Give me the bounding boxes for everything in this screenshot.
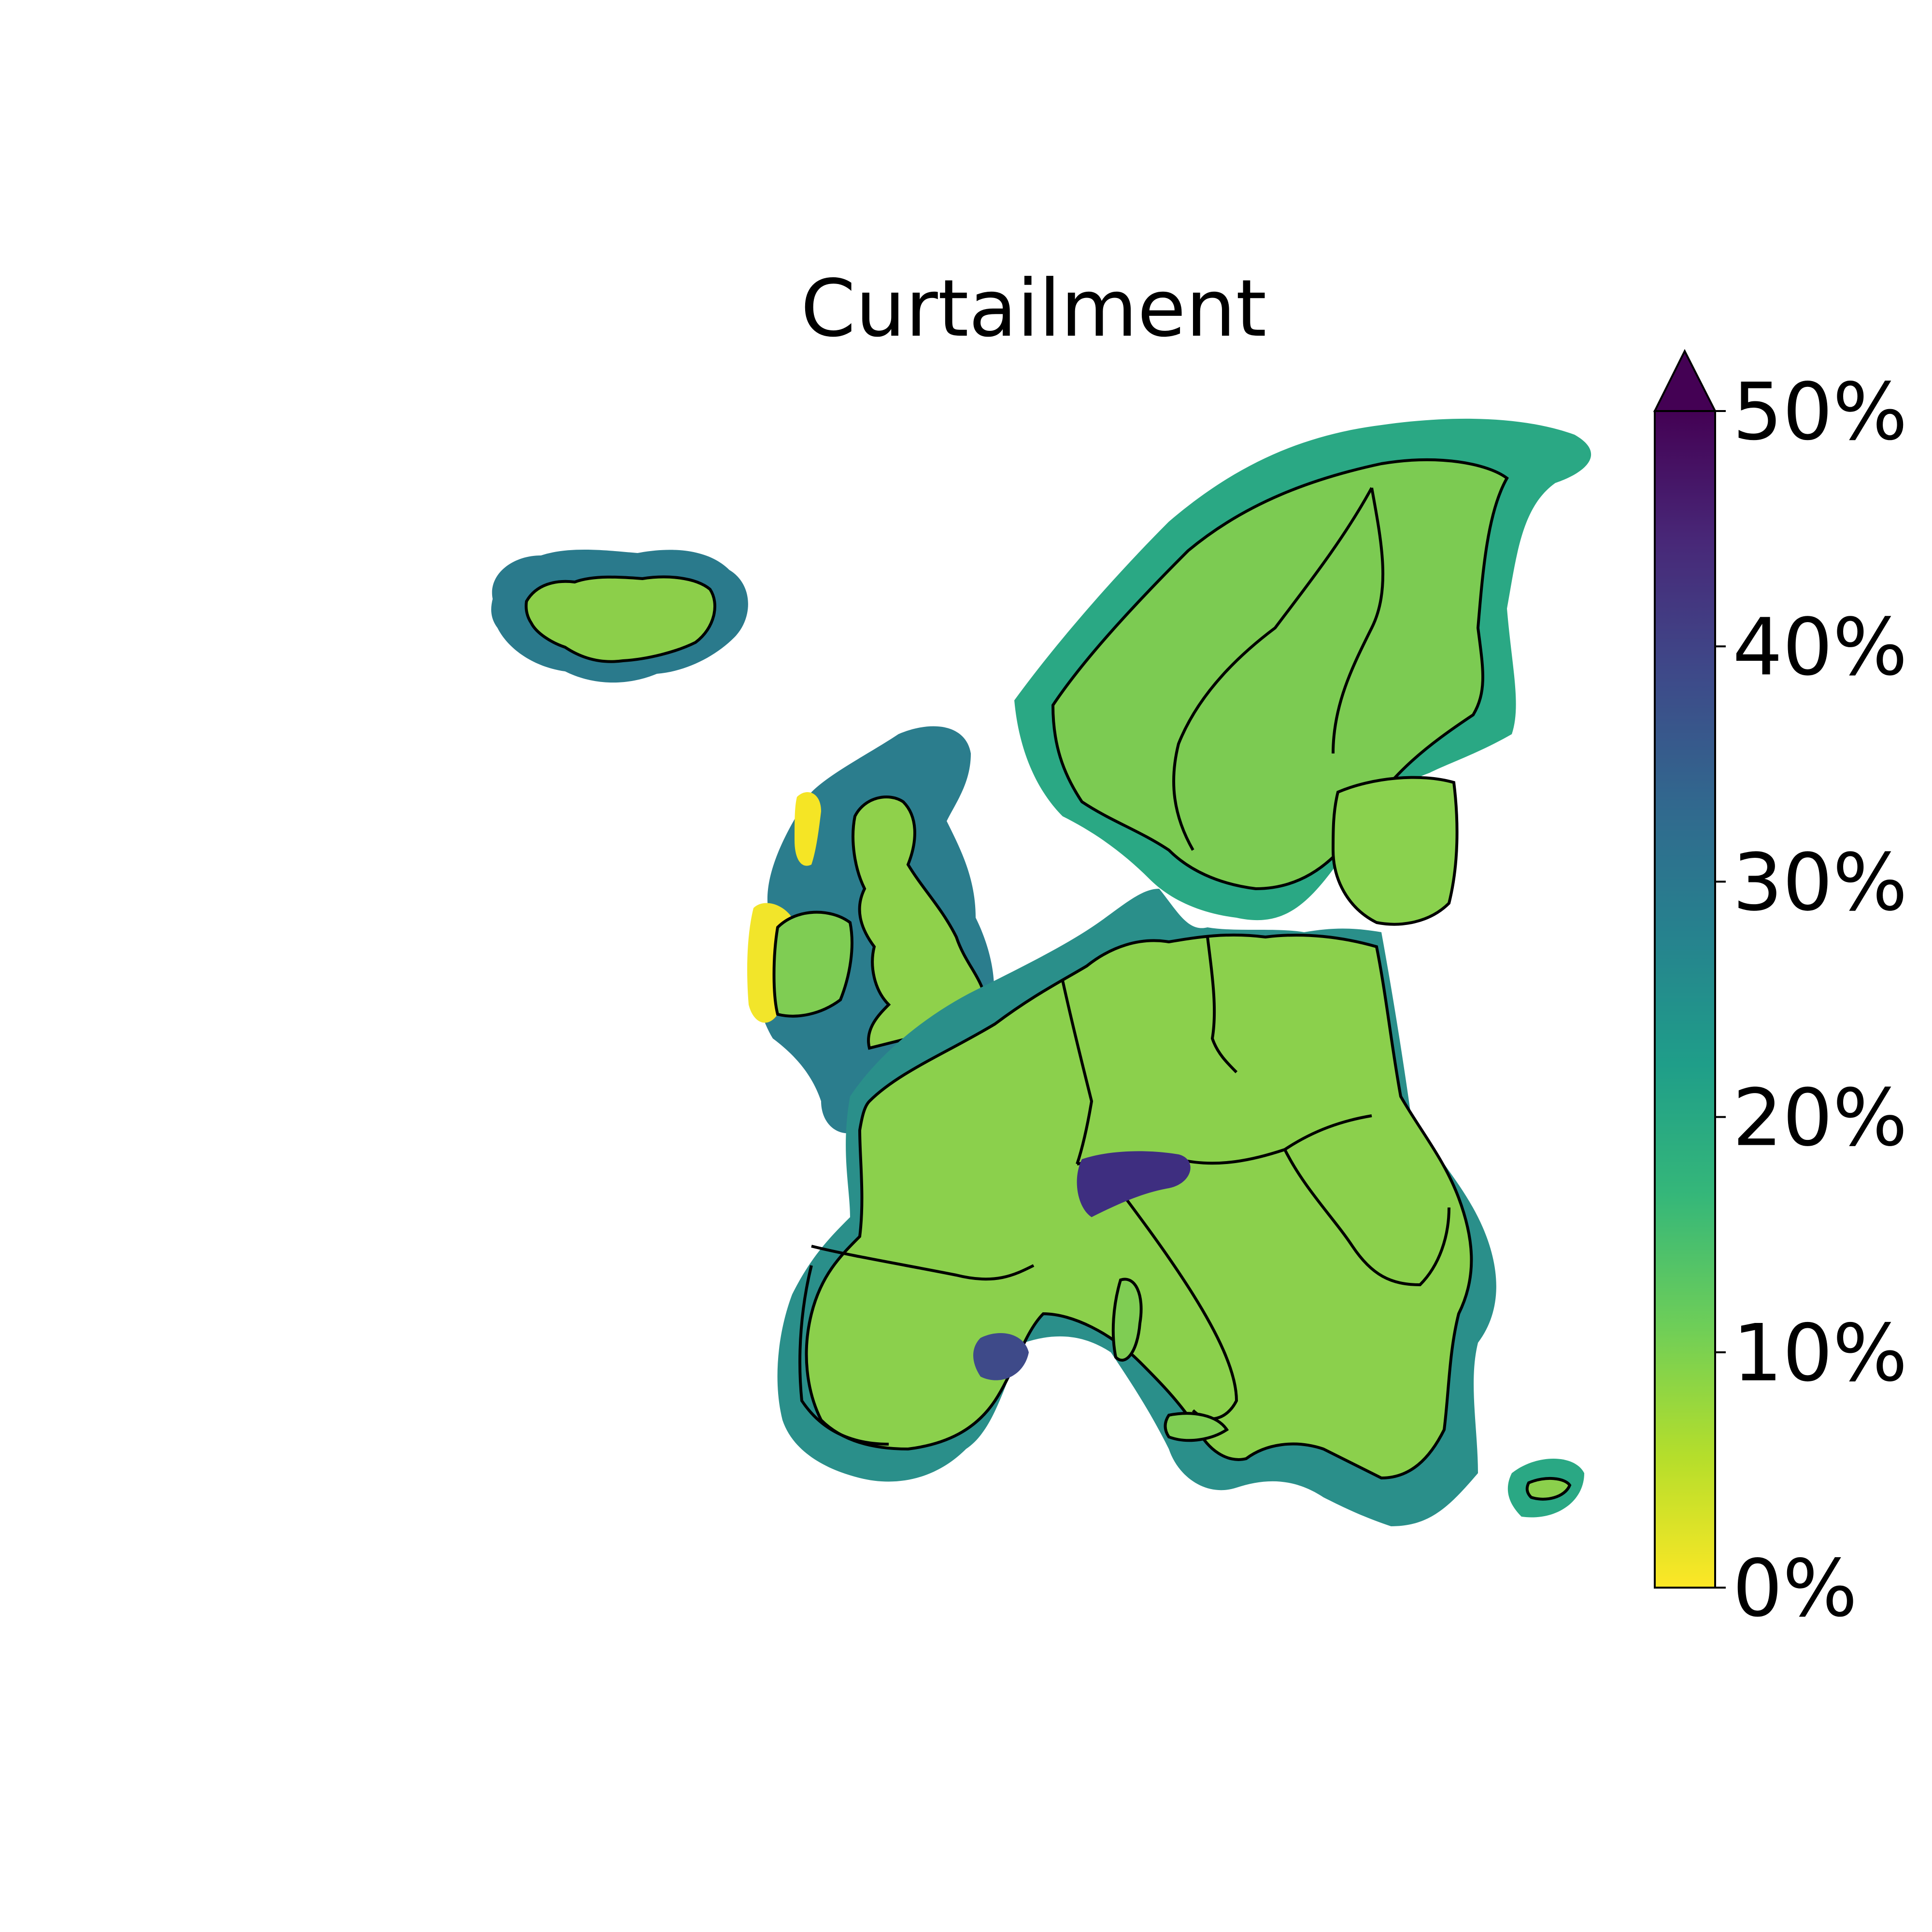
france-germany-border bbox=[1061, 980, 1094, 1165]
colorbar-frame bbox=[1654, 410, 1716, 1589]
norway-sweden-border bbox=[1172, 487, 1373, 851]
colorbar-gradient bbox=[1655, 411, 1715, 1588]
italy-outline bbox=[1109, 1178, 1238, 1421]
germany-poland-border bbox=[1206, 937, 1238, 1074]
scandinavia-region bbox=[1014, 418, 1591, 921]
europe-map bbox=[491, 418, 1591, 1526]
continent-land bbox=[805, 933, 1473, 1480]
cyprus-land bbox=[1525, 1477, 1572, 1501]
colorbar-tick-label: 10% bbox=[1733, 1308, 1907, 1399]
sicily bbox=[1164, 1412, 1229, 1442]
colorbar-tick-label: 20% bbox=[1733, 1073, 1907, 1164]
balkans-borders bbox=[1283, 1149, 1450, 1287]
colorbar: 0% 10% 20% 30% 40% 50% bbox=[1653, 349, 1907, 1634]
sardinia-corsica bbox=[1111, 1278, 1143, 1362]
colorbar-extend-arrow bbox=[1653, 349, 1717, 412]
ireland-land bbox=[772, 910, 853, 1018]
scandinavia-land bbox=[1051, 458, 1509, 891]
alps-hotspot bbox=[1077, 1151, 1191, 1217]
colorbar-tick-label: 30% bbox=[1733, 837, 1907, 928]
colorbar-tick-label: 0% bbox=[1733, 1543, 1858, 1634]
iberia-outline bbox=[798, 1265, 889, 1446]
baltics-land bbox=[1331, 776, 1459, 926]
france-spain-border bbox=[811, 1245, 1035, 1281]
iceland-land bbox=[525, 575, 716, 663]
scotland-west-coast-low bbox=[795, 792, 821, 866]
colorbar-tick-label: 50% bbox=[1733, 367, 1907, 458]
sweden-finland-border bbox=[1332, 487, 1385, 754]
baltics-region bbox=[1331, 776, 1459, 926]
iceland-region bbox=[491, 550, 748, 683]
continent-region bbox=[777, 889, 1496, 1526]
map-title: Curtailment bbox=[801, 263, 1267, 355]
balearic-hotspot bbox=[973, 1333, 1029, 1380]
colorbar-tick-label: 40% bbox=[1733, 602, 1907, 693]
